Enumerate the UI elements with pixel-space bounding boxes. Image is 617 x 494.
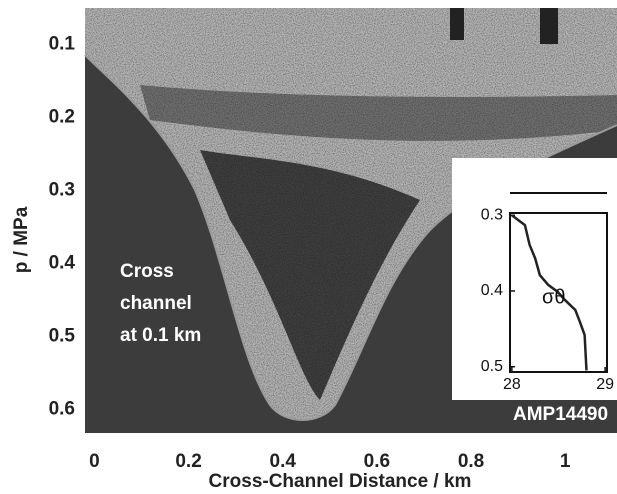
x-tick-label: 29 xyxy=(596,376,614,393)
y-tick-label: 0.4 xyxy=(49,253,76,274)
y-tick-label: 0.6 xyxy=(49,399,75,420)
inset-background xyxy=(452,158,617,400)
x-tick-label: 0.6 xyxy=(364,451,390,472)
y-tick-label: 0.3 xyxy=(481,206,503,223)
x-tick-label: 1 xyxy=(560,451,571,472)
annotation: Cross channel at 0.1 km xyxy=(120,261,201,346)
series-label: σθ xyxy=(542,286,565,308)
y-tick-label: 0.1 xyxy=(49,34,76,55)
x-tick-label: 0 xyxy=(89,451,100,472)
line xyxy=(511,214,588,371)
x-tick-label: 28 xyxy=(503,376,521,393)
y-axis-title: p / MPa xyxy=(11,206,32,273)
x-tick-label: 0.2 xyxy=(175,451,201,472)
y-tick-label: 0.5 xyxy=(481,358,503,375)
x-axis-title: Cross-Channel Distance / km xyxy=(209,471,472,492)
inset-frame xyxy=(509,212,608,373)
y-tick-label: 0.4 xyxy=(481,282,503,299)
x-tick-label: 0.4 xyxy=(270,451,297,472)
y-tick-label: 0.5 xyxy=(49,326,76,347)
annotation-line: Cross xyxy=(120,261,174,282)
inset-label: AMP14490 xyxy=(513,404,608,425)
x-tick-label: 0.8 xyxy=(458,451,484,472)
annotation-line: at 0.1 km xyxy=(120,325,201,346)
annotation-line: channel xyxy=(120,293,192,314)
y-tick-label: 0.3 xyxy=(49,180,75,201)
y-tick-label: 0.2 xyxy=(49,107,75,128)
